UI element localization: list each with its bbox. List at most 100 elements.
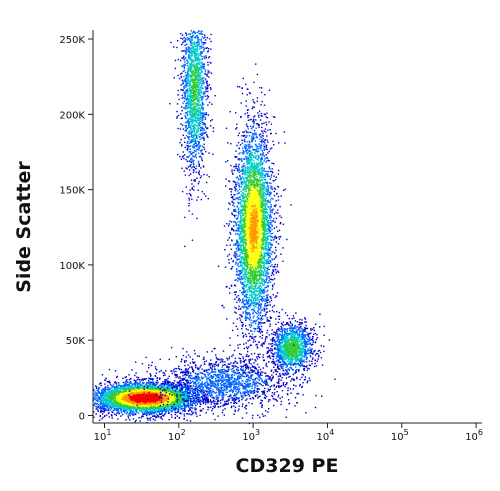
event-point <box>161 406 163 408</box>
event-point <box>265 194 268 197</box>
event-point <box>156 382 158 385</box>
event-point <box>97 394 99 397</box>
event-point <box>114 398 117 400</box>
event-point <box>127 387 129 389</box>
event-point <box>187 413 189 415</box>
event-point <box>175 392 177 394</box>
event-point <box>114 408 117 410</box>
event-point <box>175 405 177 407</box>
event-point <box>137 382 139 384</box>
event-point <box>170 411 173 413</box>
event-point <box>110 394 112 396</box>
event-point <box>112 389 114 392</box>
event-point <box>111 417 113 419</box>
event-point <box>155 383 158 385</box>
event-point <box>112 406 114 408</box>
event-point <box>104 408 107 411</box>
event-point <box>107 400 109 402</box>
event-point <box>155 381 157 384</box>
event-point <box>212 413 215 415</box>
event-point <box>168 405 170 407</box>
event-point <box>185 390 187 392</box>
event-point <box>141 382 144 384</box>
event-point <box>126 383 128 385</box>
event-point <box>113 393 116 395</box>
event-point <box>120 405 122 407</box>
event-point <box>139 403 142 406</box>
event-point <box>159 384 161 386</box>
event-point <box>245 83 247 86</box>
event-point <box>179 411 182 414</box>
event-point <box>137 397 140 399</box>
event-point <box>104 387 106 389</box>
event-point <box>142 414 144 416</box>
event-point <box>122 405 124 407</box>
event-point <box>132 386 134 388</box>
event-point <box>130 408 132 410</box>
event-point <box>161 410 163 412</box>
event-point <box>237 221 239 223</box>
event-point <box>140 384 142 386</box>
event-point <box>139 386 142 388</box>
event-point <box>131 406 133 409</box>
event-point <box>137 401 139 403</box>
event-point <box>180 397 182 400</box>
event-point <box>175 403 177 406</box>
event-point <box>106 387 108 389</box>
event-point <box>142 393 144 395</box>
event-point <box>123 411 126 414</box>
event-point <box>125 380 127 382</box>
event-point <box>145 413 148 415</box>
event-point <box>115 382 118 384</box>
event-point <box>115 408 117 411</box>
event-point <box>142 415 144 418</box>
event-point <box>131 405 133 407</box>
event-point <box>148 377 150 379</box>
event-point <box>185 391 187 393</box>
event-point <box>155 410 157 412</box>
event-point <box>174 409 176 411</box>
event-point <box>175 385 177 387</box>
event-point <box>137 376 140 379</box>
event-point <box>104 386 107 388</box>
event-point <box>124 381 127 383</box>
event-point <box>170 400 172 403</box>
event-point <box>113 403 116 405</box>
event-point <box>116 406 118 409</box>
event-point <box>135 402 137 404</box>
event-point <box>262 201 264 203</box>
event-point <box>125 387 127 389</box>
event-point <box>125 395 127 397</box>
event-point <box>168 419 170 421</box>
event-point <box>138 406 141 408</box>
event-point <box>167 393 169 395</box>
event-point <box>138 383 140 385</box>
event-point <box>176 387 179 390</box>
event-point <box>131 396 134 398</box>
event-point <box>207 406 209 408</box>
event-point <box>172 402 174 404</box>
event-point <box>183 413 185 415</box>
event-point <box>163 413 166 416</box>
event-point <box>102 413 104 415</box>
event-point <box>137 403 139 405</box>
event-point <box>152 406 154 408</box>
event-point <box>105 395 107 397</box>
event-point <box>193 390 196 393</box>
event-point <box>148 411 150 413</box>
event-point <box>108 380 111 382</box>
event-point <box>110 391 112 394</box>
event-point <box>190 401 192 404</box>
event-point <box>155 390 158 392</box>
event-point <box>183 396 186 398</box>
event-point <box>195 399 197 401</box>
event-point <box>127 399 129 402</box>
event-point <box>120 415 122 417</box>
event-point <box>189 401 192 403</box>
event-point <box>117 401 120 404</box>
event-point <box>101 408 104 410</box>
event-point <box>127 390 129 392</box>
event-point <box>148 410 151 413</box>
event-point <box>124 399 126 401</box>
